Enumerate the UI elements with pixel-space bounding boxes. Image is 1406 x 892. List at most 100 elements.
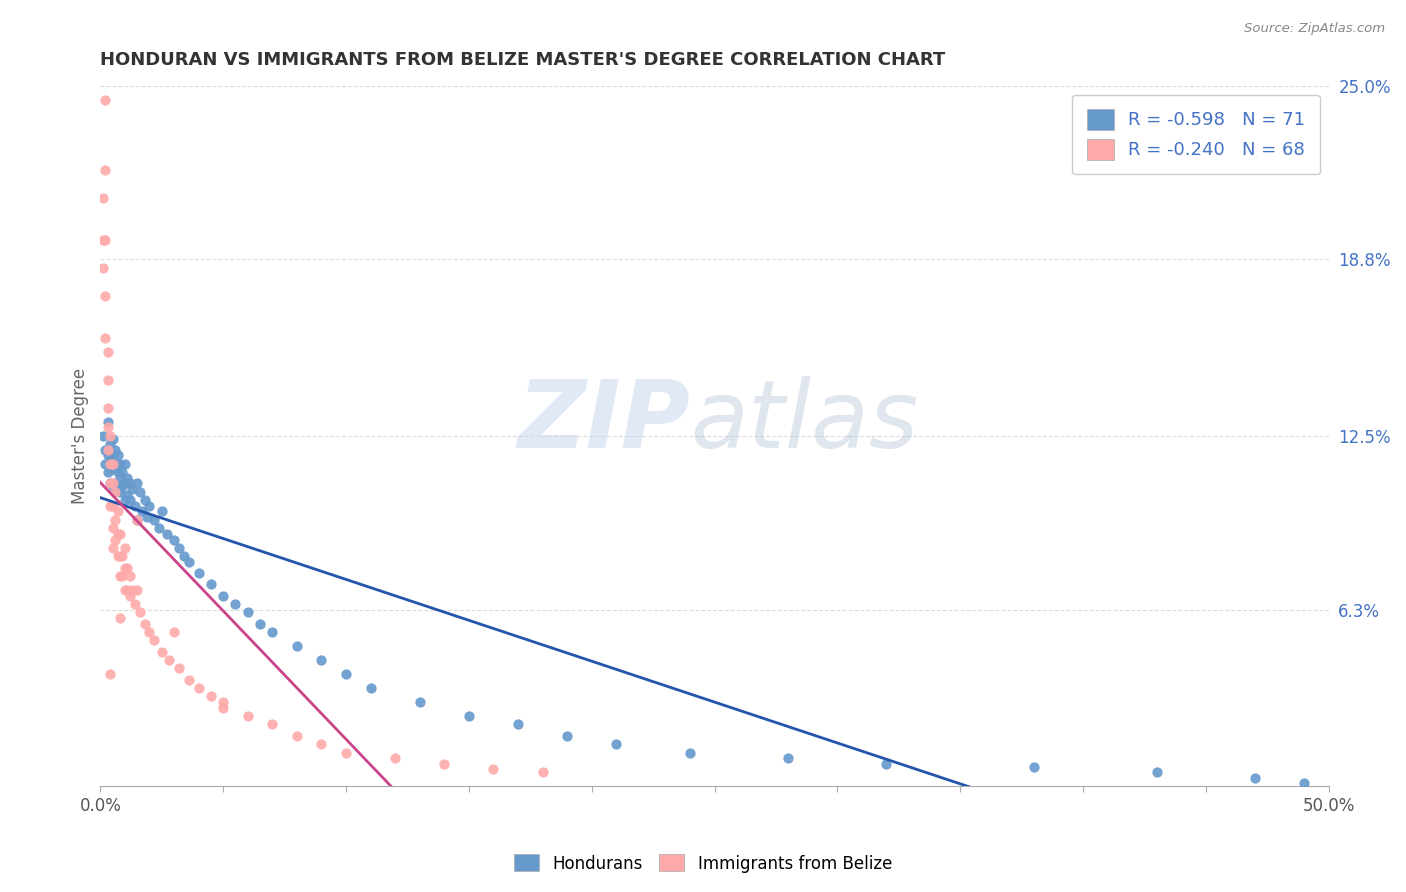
Point	[94, 162, 117, 177]
Point	[127, 582, 149, 597]
Point	[91, 233, 114, 247]
Point	[167, 661, 190, 675]
Point	[335, 746, 357, 760]
Point	[212, 695, 235, 709]
Point	[134, 493, 156, 508]
Point	[384, 751, 406, 765]
Point	[360, 681, 382, 695]
Point	[143, 633, 166, 648]
Point	[555, 729, 578, 743]
Y-axis label: Master's Degree: Master's Degree	[72, 368, 89, 504]
Point	[107, 549, 129, 564]
Point	[531, 765, 554, 780]
Point	[173, 549, 195, 564]
Point	[148, 521, 170, 535]
Point	[156, 527, 179, 541]
Point	[104, 476, 127, 491]
Point	[121, 482, 143, 496]
Point	[1022, 759, 1045, 773]
Point	[138, 499, 160, 513]
Point	[98, 457, 121, 471]
Point	[285, 639, 308, 653]
Point	[212, 589, 235, 603]
Point	[117, 560, 139, 574]
Point	[101, 541, 124, 555]
Point	[108, 471, 131, 485]
Text: HONDURAN VS IMMIGRANTS FROM BELIZE MASTER'S DEGREE CORRELATION CHART: HONDURAN VS IMMIGRANTS FROM BELIZE MASTE…	[100, 51, 946, 69]
Point	[94, 331, 117, 345]
Point	[111, 465, 134, 479]
Point	[224, 597, 246, 611]
Point	[97, 344, 120, 359]
Point	[605, 737, 627, 751]
Point	[138, 625, 160, 640]
Point	[875, 756, 897, 771]
Point	[98, 429, 121, 443]
Point	[1244, 771, 1267, 785]
Point	[177, 673, 200, 687]
Legend: Hondurans, Immigrants from Belize: Hondurans, Immigrants from Belize	[508, 847, 898, 880]
Point	[94, 442, 117, 457]
Point	[117, 488, 139, 502]
Point	[101, 499, 124, 513]
Point	[114, 582, 136, 597]
Point	[679, 746, 702, 760]
Point	[91, 260, 114, 275]
Point	[114, 560, 136, 574]
Point	[236, 709, 259, 723]
Point	[108, 569, 131, 583]
Point	[98, 499, 121, 513]
Point	[482, 762, 505, 776]
Point	[163, 625, 186, 640]
Point	[114, 457, 136, 471]
Point	[457, 709, 479, 723]
Point	[433, 756, 456, 771]
Point	[101, 432, 124, 446]
Point	[236, 606, 259, 620]
Text: ZIP: ZIP	[517, 376, 690, 467]
Point	[262, 717, 284, 731]
Point	[97, 373, 120, 387]
Point	[107, 449, 129, 463]
Point	[97, 415, 120, 429]
Point	[111, 569, 134, 583]
Point	[91, 191, 114, 205]
Point	[124, 597, 146, 611]
Point	[108, 611, 131, 625]
Point	[101, 449, 124, 463]
Point	[114, 541, 136, 555]
Point	[108, 457, 131, 471]
Text: Source: ZipAtlas.com: Source: ZipAtlas.com	[1244, 22, 1385, 36]
Point	[127, 476, 149, 491]
Point	[94, 289, 117, 303]
Point	[200, 690, 222, 704]
Point	[127, 513, 149, 527]
Point	[114, 476, 136, 491]
Point	[98, 454, 121, 468]
Point	[94, 457, 117, 471]
Point	[134, 616, 156, 631]
Point	[101, 462, 124, 476]
Point	[107, 465, 129, 479]
Point	[311, 653, 333, 667]
Point	[778, 751, 800, 765]
Point	[94, 233, 117, 247]
Text: atlas: atlas	[690, 376, 918, 467]
Point	[107, 527, 129, 541]
Point	[91, 429, 114, 443]
Point	[143, 513, 166, 527]
Point	[98, 476, 121, 491]
Point	[311, 737, 333, 751]
Point	[107, 504, 129, 518]
Point	[101, 521, 124, 535]
Point	[114, 493, 136, 508]
Point	[97, 449, 120, 463]
Point	[136, 510, 159, 524]
Point	[111, 549, 134, 564]
Point	[94, 93, 117, 107]
Legend: R = -0.598   N = 71, R = -0.240   N = 68: R = -0.598 N = 71, R = -0.240 N = 68	[1073, 95, 1320, 174]
Point	[409, 695, 432, 709]
Point	[108, 527, 131, 541]
Point	[101, 476, 124, 491]
Point	[118, 493, 141, 508]
